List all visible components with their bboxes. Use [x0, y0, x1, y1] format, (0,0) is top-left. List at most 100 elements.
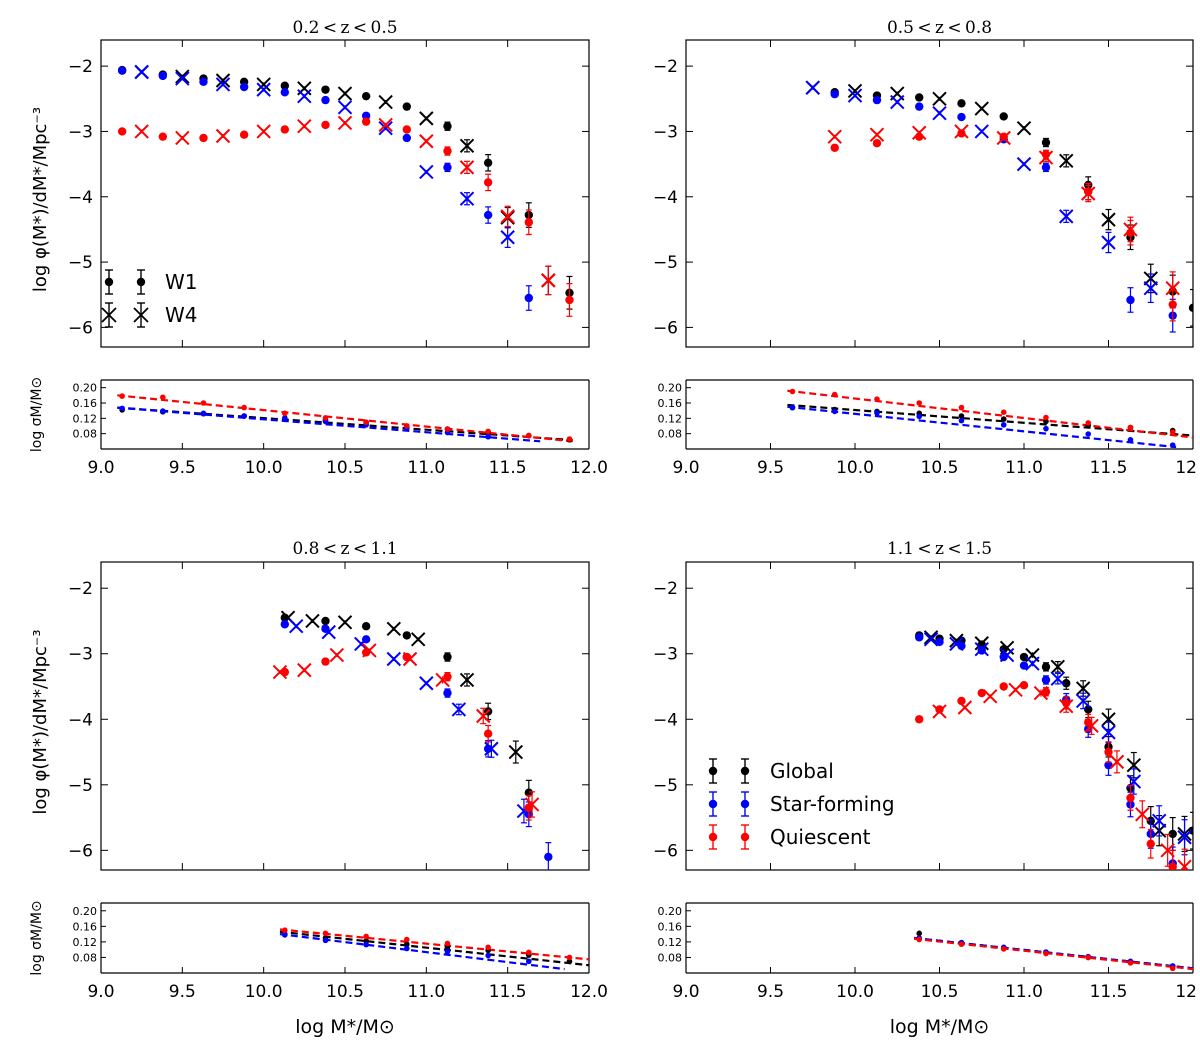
sigma-point-star_forming: [444, 948, 451, 955]
data-cross-quiescent: [378, 117, 393, 133]
y-tick-label: −4: [68, 188, 93, 208]
sigma-point-star_forming: [916, 413, 923, 420]
data-cross-quiescent: [1123, 222, 1138, 237]
sigma-point-star_forming: [1127, 437, 1134, 443]
data-point-global: [361, 91, 371, 101]
data-point-star_forming: [1019, 661, 1029, 670]
data-point-global: [1041, 662, 1051, 672]
data-cross-star_forming: [175, 71, 190, 86]
sigma-point-quiescent: [526, 432, 532, 439]
sigma-point-quiescent: [874, 396, 880, 402]
sigma-fit-quiescent: [914, 937, 1193, 971]
data-point-global: [280, 81, 290, 90]
data-point-star_forming: [830, 90, 839, 99]
plot-area: [272, 610, 553, 870]
legend-marker: [708, 832, 718, 842]
sigma-point-star_forming: [282, 415, 288, 422]
x-tick-label: 9.0: [87, 982, 114, 1002]
data-point-quiescent: [830, 143, 839, 152]
data-cross-global: [215, 73, 231, 88]
legend-label: Quiescent: [770, 825, 871, 849]
data-cross-global: [974, 101, 989, 116]
data-point-star_forming: [544, 852, 553, 862]
data-point-quiescent: [158, 132, 168, 141]
data-cross-star_forming: [949, 636, 964, 652]
sigma-point-quiescent: [1127, 960, 1134, 966]
data-cross-star_forming: [451, 702, 467, 717]
sigma-point-quiescent: [322, 415, 329, 421]
sigma-point-quiescent: [485, 944, 491, 951]
data-cross-star_forming: [215, 77, 231, 92]
sigma-y-tick-label: 0.16: [658, 397, 683, 410]
data-cross-star_forming: [1075, 693, 1091, 709]
data-point-quiescent: [915, 715, 924, 724]
x-tick-label: 9.5: [757, 458, 784, 478]
data-cross-global: [1059, 153, 1074, 169]
sigma-y-tick-label: 0.08: [73, 428, 98, 441]
sigma-point-star_forming: [160, 408, 166, 414]
x-tick-label: 11.5: [489, 982, 527, 1002]
sigma-point-quiescent: [789, 388, 796, 395]
x-tick-label: 9.5: [169, 982, 196, 1002]
sigma-plot-area: [117, 393, 573, 443]
data-cross-star_forming: [288, 619, 304, 634]
sigma-point-star_forming: [831, 408, 838, 415]
data-cross-global: [1101, 712, 1116, 727]
sigma-point-quiescent: [282, 927, 288, 934]
y-tick-label: −4: [653, 188, 678, 208]
data-cross-quiescent: [459, 160, 475, 175]
sigma-point-star_forming: [485, 433, 491, 440]
data-cross-quiescent: [215, 128, 231, 144]
data-point-global: [402, 102, 412, 111]
x-tick-label: 12: [1175, 458, 1197, 478]
data-point-quiescent: [1146, 839, 1155, 848]
sigma-point-quiescent: [1000, 946, 1007, 952]
data-cross-star_forming: [1195, 827, 1200, 840]
legend-marker: [708, 766, 718, 776]
data-point-star_forming: [483, 210, 493, 220]
data-cross-star_forming: [459, 191, 475, 206]
data-cross-quiescent: [1160, 843, 1175, 858]
sigma-point-quiescent: [526, 949, 532, 956]
data-point-quiescent: [483, 178, 493, 187]
data-cross-global: [974, 636, 989, 651]
legend-marker: [104, 277, 114, 287]
x-tick-label: 10.0: [245, 982, 283, 1002]
data-point-global: [321, 85, 330, 94]
data-cross-quiescent: [869, 127, 885, 142]
legend-marker: [708, 799, 718, 809]
data-cross-quiescent: [362, 643, 377, 658]
x-axis-label: log M*/M⊙: [890, 1016, 990, 1038]
legend: Global Star-forming Quiescent: [708, 758, 895, 850]
sigma-fit-quiescent: [117, 394, 573, 443]
panel-1: 0.2 < z < 0.5 −2 −3 −4 −5 −6 log φ(M*)/dM*/Mpc…: [29, 18, 608, 478]
legend-label: W1: [165, 270, 198, 294]
sigma-fit-quiescent: [787, 389, 1193, 439]
panel-title: 0.2 < z < 0.5: [292, 18, 397, 38]
sigma-point-star_forming: [404, 945, 410, 952]
sigma-point-star_forming: [241, 413, 247, 419]
sigma-point-quiescent: [1000, 409, 1007, 416]
data-cross-quiescent: [996, 130, 1011, 146]
sigma-y-tick-label: 0.20: [658, 382, 683, 395]
data-point-star_forming: [443, 163, 452, 172]
sigma-y-axis-label: log σM/M⊙: [29, 900, 45, 975]
data-cross-global: [1075, 681, 1091, 696]
sigma-point-quiescent: [363, 419, 369, 425]
legend-marker: [133, 307, 149, 323]
sigma-point-quiescent: [1085, 420, 1092, 426]
y-tick-label: −5: [68, 253, 93, 273]
data-cross-quiescent: [329, 647, 345, 663]
data-point-star_forming: [402, 133, 412, 143]
y-tick-label: −4: [68, 710, 93, 730]
sigma-point-quiescent: [1127, 424, 1134, 431]
data-point-quiescent: [1104, 747, 1113, 757]
data-point-global: [1041, 138, 1051, 147]
data-point-quiescent: [565, 295, 574, 305]
x-tick-label: 11.0: [1005, 982, 1043, 1002]
data-cross-global: [419, 111, 434, 126]
x-tick-label: 11.0: [1005, 458, 1043, 478]
data-cross-star_forming: [378, 120, 393, 136]
data-cross-quiescent: [982, 689, 998, 704]
